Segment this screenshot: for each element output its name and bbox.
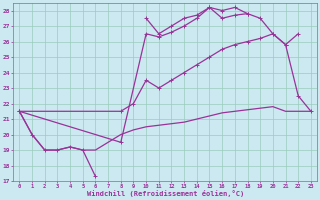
X-axis label: Windchill (Refroidissement éolien,°C): Windchill (Refroidissement éolien,°C) xyxy=(86,190,244,197)
